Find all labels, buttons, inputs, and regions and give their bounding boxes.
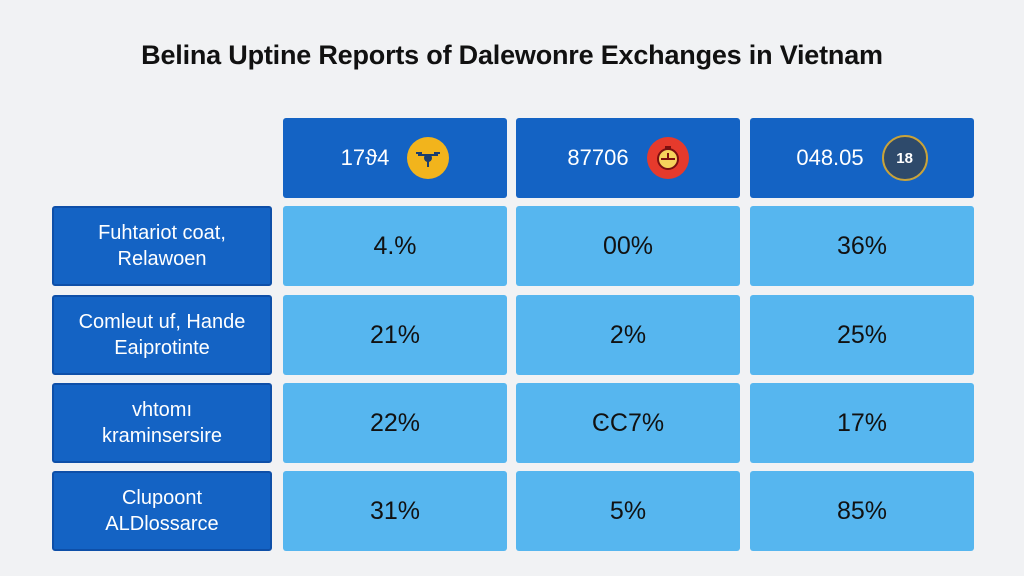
row-label-2: Comleut uf, Hande Eaiprotinte xyxy=(52,295,272,375)
value-cell-r3-c2: ϾC7% xyxy=(516,383,740,463)
value-cell-r1-c2: 00% xyxy=(516,206,740,286)
row-label-text: Relawoen xyxy=(117,248,207,270)
row-label-1: Fuhtariot coat, Relawoen xyxy=(52,206,272,286)
value-cell-r2-c1: 21% xyxy=(283,295,507,375)
value-cell-r3-c3: 17% xyxy=(750,383,974,463)
column-header-2: 87706 xyxy=(516,118,740,198)
chart-title: Belina Uptine Reports of Dalewonre Excha… xyxy=(141,40,883,70)
value-cell-r1-c3: 36% xyxy=(750,206,974,286)
row-label-text: vhtomı xyxy=(131,399,193,421)
column-header-3: 048.05 18 xyxy=(750,118,974,198)
row-label-3: vhtomı kraminsersire xyxy=(52,383,272,463)
row-label-text: Clupoont xyxy=(121,487,203,509)
row-label-text: kraminsersire xyxy=(101,425,223,447)
column-header-1: 17ϑ4 xyxy=(283,118,507,198)
row-label-text: Eaiprotinte xyxy=(114,337,210,359)
crown-badge-icon: 18 xyxy=(881,135,928,181)
value-cell-r1-c1: 4.% xyxy=(283,206,507,286)
column-header-label: 17ϑ4 xyxy=(340,145,390,170)
row-label-4: Clupoont ALDlossarce xyxy=(52,471,272,551)
value-cell-r2-c2: 2% xyxy=(516,295,740,375)
column-header-label: 048.05 xyxy=(796,145,864,170)
value-cell-r2-c3: 25% xyxy=(750,295,974,375)
value-cell-r3-c1: 22% xyxy=(283,383,507,463)
row-label-text: ALDlossarce xyxy=(105,513,219,535)
drone-icon xyxy=(407,137,450,179)
value-cell-r4-c2: 5% xyxy=(516,471,740,551)
row-label-text: Fuhtariot coat, xyxy=(98,222,226,244)
stopwatch-icon xyxy=(646,137,689,179)
row-label-text: Comleut uf, Hande xyxy=(78,311,246,333)
value-cell-r4-c3: 85% xyxy=(750,471,974,551)
value-cell-r4-c1: 31% xyxy=(283,471,507,551)
column-header-label: 87706 xyxy=(567,145,629,170)
